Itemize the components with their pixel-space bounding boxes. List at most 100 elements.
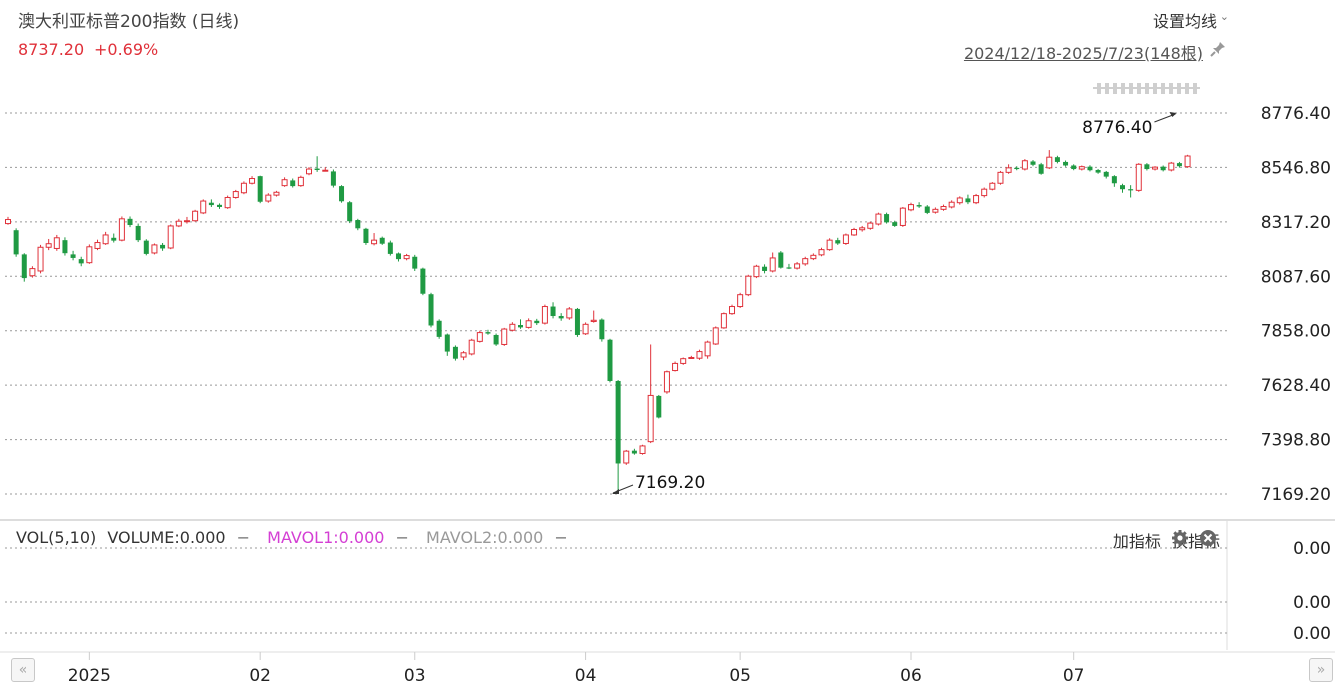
candle-down [452,345,458,361]
candle-body [1078,166,1085,170]
ma-legend [1093,83,1200,94]
time-axis: 2025 02 03 04 05 06 07 [68,652,1085,686]
date-range-selector[interactable]: 2024/12/18-2025/7/23(148根) [963,44,1203,63]
candle-body [322,169,329,172]
candle-body [1184,155,1191,168]
candle-body [111,237,117,241]
candle-body [525,320,532,328]
month-label: 04 [575,666,597,686]
candle-body [639,445,646,455]
candle-body [1152,166,1159,170]
double-chevron-right-icon[interactable]: » [1309,658,1333,682]
add-indicator-button[interactable]: 加指标 [1112,532,1161,551]
candle-down [70,250,76,261]
close-icon[interactable] [1199,529,1217,547]
candle-body [989,182,996,190]
candle-down [78,256,84,267]
candle-up [1021,159,1028,171]
candle-up [566,307,573,320]
ma-settings-button[interactable]: 设置均线 [1152,12,1217,31]
gear-icon[interactable] [1171,529,1189,547]
candle-up [224,195,231,209]
candle-down [558,313,564,321]
candle-up [582,322,589,335]
candle-body [892,222,898,226]
candle-body [29,268,36,277]
candle-down [420,267,426,296]
candle-body [867,222,874,229]
candle-body [631,450,637,454]
candle-body [924,206,930,213]
pin-icon[interactable] [1209,40,1227,58]
double-chevron-left-icon[interactable]: « [11,658,35,682]
candle-body [37,246,44,272]
volume-tick-label: 0.00 [1293,624,1331,644]
candle-down [1087,165,1093,172]
candle-body [363,228,369,244]
month-label: 06 [900,666,922,686]
candle-body [1176,163,1182,167]
candle-body [574,308,580,335]
candle-down [1144,163,1150,171]
candle-body [534,320,540,324]
low-price-label: 7169.20 [635,473,705,493]
candle-up [704,340,711,359]
candle-body [143,240,149,254]
candle-body [1054,157,1060,162]
candle-body [558,316,564,319]
candle-body [460,352,467,358]
candle-up [590,310,597,323]
candle-down [607,338,613,383]
candle-up [753,264,760,279]
candle-down [330,169,336,188]
candle-body [1021,160,1028,170]
candle-body [1087,166,1093,171]
candle-up [371,233,378,246]
candle-up [989,182,996,191]
candle-up [688,355,695,360]
candle-body [1144,164,1150,170]
candle-body [762,266,768,271]
candle-body [371,239,378,245]
candle-down [550,302,556,319]
candle-up [639,444,646,455]
volume-dash: − [236,528,251,547]
candle-up [45,238,52,251]
candle-down [387,240,393,256]
candle-body [753,265,760,278]
candle-down [21,253,27,282]
candle-down [1160,165,1166,172]
candle-body [704,341,711,357]
candle-body [680,358,687,364]
candle-down [884,212,890,224]
chart-title: 澳大利亚标普200指数 (日线) [18,12,240,32]
candle-up [118,216,125,242]
candle-body [501,328,508,345]
volume-tick-label: 0.00 [1293,539,1331,559]
candle-body [257,176,263,202]
candle-up [867,221,874,230]
candle-body [347,202,353,222]
candle-body [135,225,141,241]
candle-up [663,370,670,394]
candle-body [916,205,922,207]
candle-body [981,188,988,197]
candle-body [745,275,752,296]
candle-body [485,332,491,334]
candle-body [1103,171,1109,177]
candle-up [183,216,190,224]
candle-up [322,167,329,172]
chevron-down-icon[interactable]: ⌄ [1219,10,1229,23]
candle-body [712,327,719,345]
candle-up [712,326,719,345]
candle-up [37,244,44,274]
candle-body [13,230,19,255]
candle-up [175,218,182,228]
candle-down [1103,170,1109,179]
candle-body [1071,165,1077,170]
candle-body [956,197,963,204]
candle-down [656,394,662,419]
candle-body [493,334,499,345]
candle-down [518,319,524,329]
